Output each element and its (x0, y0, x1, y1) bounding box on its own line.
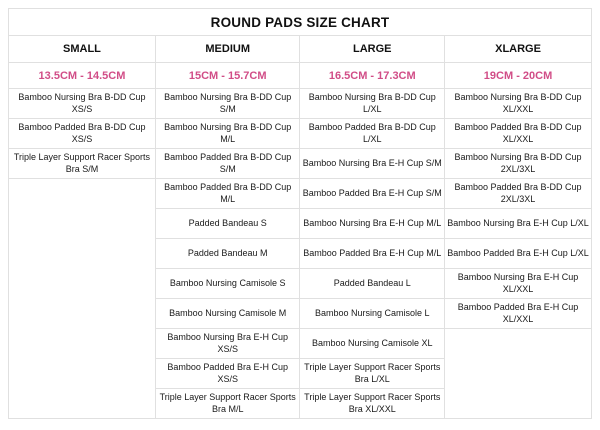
size-chart-table: ROUND PADS SIZE CHART SMALL MEDIUM LARGE… (8, 8, 592, 419)
product-cell: Bamboo Padded Bra B-DD Cup XL/XXL (444, 118, 592, 149)
column-header-medium: MEDIUM (154, 35, 301, 63)
size-range-small: 13.5CM - 14.5CM (8, 62, 156, 89)
product-cell: Bamboo Nursing Bra E-H Cup XL/XXL (444, 268, 592, 299)
table-row: Bamboo Padded Bra B-DD Cup M/L Bamboo Pa… (8, 178, 592, 419)
header-row: SMALL MEDIUM LARGE XLARGE (8, 35, 592, 63)
chart-title: ROUND PADS SIZE CHART (8, 8, 592, 36)
size-range-medium: 15CM - 15.7CM (154, 62, 301, 89)
product-cell: Bamboo Padded Bra B-DD Cup L/XL (299, 118, 446, 149)
product-cell: Bamboo Nursing Camisole XL (299, 328, 446, 359)
product-cell: Bamboo Padded Bra B-DD Cup 2XL/3XL (444, 178, 592, 209)
product-cell: Triple Layer Support Racer Sports Bra XL… (299, 388, 446, 419)
product-cell: Bamboo Nursing Bra E-H Cup M/L (299, 208, 446, 239)
table-row: Padded Bandeau S Bamboo Nursing Bra E-H … (9, 208, 592, 239)
product-cell: Padded Bandeau M (154, 238, 301, 269)
product-cell: Bamboo Nursing Bra B-DD Cup L/XL (299, 88, 446, 119)
table-row: Triple Layer Support Racer Sports Bra S/… (8, 148, 592, 179)
product-cell: Padded Bandeau L (299, 268, 446, 299)
product-cell: Bamboo Nursing Camisole M (154, 298, 301, 329)
product-cell: Bamboo Padded Bra B-DD Cup XS/S (8, 118, 156, 149)
column-header-large: LARGE (299, 35, 446, 63)
product-cell: Bamboo Padded Bra E-H Cup S/M (299, 178, 446, 209)
table-row: Bamboo Nursing Camisole S Padded Bandeau… (9, 268, 592, 299)
column-header-small: SMALL (8, 35, 156, 63)
size-range-large: 16.5CM - 17.3CM (299, 62, 446, 89)
empty-cell-small (8, 178, 156, 419)
size-range-xlarge: 19CM - 20CM (444, 62, 592, 89)
table-row: Bamboo Nursing Camisole M Bamboo Nursing… (9, 298, 592, 329)
product-cell: Bamboo Nursing Bra E-H Cup L/XL (444, 208, 592, 239)
product-cell: Bamboo Nursing Bra B-DD Cup M/L (154, 118, 301, 149)
table-row: Bamboo Nursing Bra B-DD Cup XS/S Bamboo … (8, 88, 592, 119)
table-row: Bamboo Nursing Bra E-H Cup XS/S Bamboo N… (9, 328, 592, 419)
product-cell: Bamboo Padded Bra E-H Cup XS/S (154, 358, 301, 389)
table-row: Triple Layer Support Racer Sports Bra M/… (9, 388, 592, 419)
product-cell: Bamboo Nursing Camisole L (299, 298, 446, 329)
product-cell: Bamboo Padded Bra B-DD Cup S/M (154, 148, 301, 179)
product-cell: Bamboo Padded Bra E-H Cup XL/XXL (444, 298, 592, 329)
size-range-row: 13.5CM - 14.5CM 15CM - 15.7CM 16.5CM - 1… (8, 62, 592, 89)
title-row: ROUND PADS SIZE CHART (8, 8, 592, 36)
product-cell: Padded Bandeau S (154, 208, 301, 239)
product-cell: Triple Layer Support Racer Sports Bra S/… (8, 148, 156, 179)
product-cell: Bamboo Nursing Bra B-DD Cup S/M (154, 88, 301, 119)
table-row: Padded Bandeau M Bamboo Padded Bra E-H C… (9, 238, 592, 269)
table-row: Bamboo Padded Bra B-DD Cup XS/S Bamboo N… (8, 118, 592, 149)
empty-cell-xlarge (444, 328, 592, 419)
product-cell: Bamboo Padded Bra E-H Cup L/XL (444, 238, 592, 269)
product-cell: Bamboo Nursing Bra B-DD Cup 2XL/3XL (444, 148, 592, 179)
round-pads-size-chart: ROUND PADS SIZE CHART SMALL MEDIUM LARGE… (8, 8, 592, 419)
product-cell: Triple Layer Support Racer Sports Bra L/… (299, 358, 446, 389)
product-cell: Bamboo Padded Bra B-DD Cup M/L (154, 178, 301, 209)
product-cell: Bamboo Padded Bra E-H Cup M/L (299, 238, 446, 269)
product-cell: Bamboo Nursing Bra B-DD Cup XL/XXL (444, 88, 592, 119)
column-header-xlarge: XLARGE (444, 35, 592, 63)
product-cell: Triple Layer Support Racer Sports Bra M/… (154, 388, 301, 419)
product-cell: Bamboo Nursing Bra E-H Cup S/M (299, 148, 446, 179)
product-cell: Bamboo Nursing Bra B-DD Cup XS/S (8, 88, 156, 119)
product-cell: Bamboo Nursing Bra E-H Cup XS/S (154, 328, 301, 359)
product-cell: Bamboo Nursing Camisole S (154, 268, 301, 299)
